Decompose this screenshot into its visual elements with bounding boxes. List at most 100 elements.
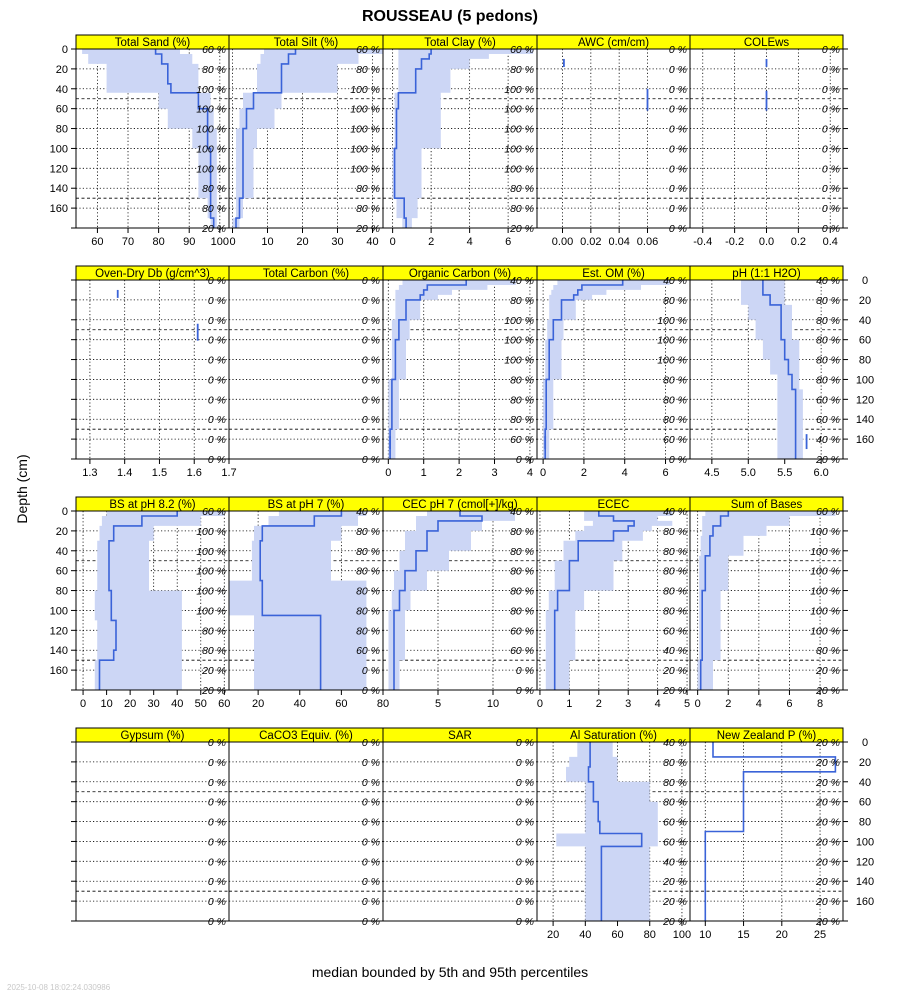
percent-label: 0 % xyxy=(669,454,687,466)
x-tick-label: 4.5 xyxy=(704,467,719,479)
percent-label: 40 % xyxy=(510,275,534,287)
percent-label: 60 % xyxy=(202,506,226,518)
percent-label: 100 % xyxy=(504,124,534,136)
x-tick-label: 0 xyxy=(385,467,391,479)
x-tick-label: 80 xyxy=(377,698,389,710)
median-line xyxy=(699,511,730,690)
percent-label: 100 % xyxy=(810,605,840,617)
percentile-band xyxy=(229,511,367,690)
percent-label: 0 % xyxy=(822,183,840,195)
median-line xyxy=(587,742,643,921)
x-tick-label: 4 xyxy=(467,236,473,248)
percent-label: 80 % xyxy=(356,586,380,598)
percent-label: 60 % xyxy=(202,44,226,56)
panel-grid: Total Sand (%)60 %80 %100 %100 %100 %100… xyxy=(50,34,874,941)
percent-label: 100 % xyxy=(196,124,226,136)
percent-label: 0 % xyxy=(208,454,226,466)
percent-label: 0 % xyxy=(516,685,534,697)
percent-label: 20 % xyxy=(815,896,840,908)
percent-label: 20 % xyxy=(662,896,687,908)
percent-label: 80 % xyxy=(510,566,534,578)
panel-title: Gypsum (%) xyxy=(121,730,185,742)
percent-label: 0 % xyxy=(208,374,226,386)
depth-tick-label: 0 xyxy=(862,275,868,287)
depth-tick-label: 20 xyxy=(56,64,68,76)
percent-label: 100 % xyxy=(657,315,687,327)
percent-label: 0 % xyxy=(208,797,226,809)
x-tick-label: 20 xyxy=(776,929,788,941)
depth-tick-label: 140 xyxy=(50,183,68,195)
x-tick-label: 10 xyxy=(100,698,112,710)
x-tick-label: 1.7 xyxy=(221,467,236,479)
x-tick-label: 60 xyxy=(335,698,347,710)
percent-label: 40 % xyxy=(816,434,840,446)
percent-label: 0 % xyxy=(208,394,226,406)
percent-label: 80 % xyxy=(663,374,687,386)
percent-label: 100 % xyxy=(196,586,226,598)
x-tick-label: 40 xyxy=(579,929,591,941)
percent-label: 60 % xyxy=(510,44,534,56)
percent-label: 40 % xyxy=(816,275,840,287)
percent-label: 0 % xyxy=(822,163,840,175)
percent-label: 0 % xyxy=(362,876,380,888)
median-line xyxy=(704,742,837,921)
percent-label: 100 % xyxy=(504,355,534,367)
percent-label: 0 % xyxy=(669,64,687,76)
percent-label: 60 % xyxy=(663,434,687,446)
percent-label: 80 % xyxy=(510,414,534,426)
depth-tick-label: 120 xyxy=(50,163,68,175)
percent-label: 80 % xyxy=(510,295,534,307)
x-tick-label: 1.4 xyxy=(117,467,132,479)
percent-label: 80 % xyxy=(663,757,687,769)
percent-label: 0 % xyxy=(362,434,380,446)
percent-label: 0 % xyxy=(362,394,380,406)
panel: SAR 0 % 0 % 0 % 0 % 0 % 0 % 0 % 0 % 0 % 0 % xyxy=(382,727,538,928)
depth-tick-label: 140 xyxy=(50,645,68,657)
panel-title: Total Clay (%) xyxy=(424,37,496,49)
percent-label: 80 % xyxy=(663,526,687,538)
percent-label: 0 % xyxy=(516,856,534,868)
percent-label: 0 % xyxy=(516,777,534,789)
percent-label: 20 % xyxy=(815,856,840,868)
panel-frame xyxy=(536,48,691,229)
percent-label: 0 % xyxy=(362,797,380,809)
percent-label: 0 % xyxy=(669,104,687,116)
percent-label: 40 % xyxy=(510,506,534,518)
percent-label: 0 % xyxy=(362,856,380,868)
depth-tick-label: 20 xyxy=(56,526,68,538)
percent-label: 0 % xyxy=(208,355,226,367)
percent-label: 0 % xyxy=(669,124,687,136)
panel: Total Silt (%)60 %80 %100 %100 %100 %100… xyxy=(228,34,384,248)
x-tick-label: 50 xyxy=(195,698,207,710)
percent-label: 20 % xyxy=(662,916,687,928)
x-tick-label: 20 xyxy=(547,929,559,941)
percent-label: 0 % xyxy=(516,797,534,809)
depth-tick-label: 140 xyxy=(856,414,874,426)
percent-label: 80 % xyxy=(663,566,687,578)
percent-label: 60 % xyxy=(816,506,840,518)
x-tick-label: 1.6 xyxy=(187,467,202,479)
panel-frame xyxy=(75,279,230,460)
percent-label: 60 % xyxy=(663,625,687,637)
depth-tick-label: 60 xyxy=(56,104,68,116)
x-tick-label: 10 xyxy=(699,929,711,941)
percent-label: 80 % xyxy=(510,203,534,215)
percent-label: 0 % xyxy=(516,454,534,466)
percent-label: 0 % xyxy=(516,836,534,848)
median-line xyxy=(553,511,635,690)
panel-frame xyxy=(228,279,384,460)
percent-label: 100 % xyxy=(504,315,534,327)
percent-label: 80 % xyxy=(663,295,687,307)
percentile-band xyxy=(543,280,670,459)
x-tick-label: 2 xyxy=(581,467,587,479)
percent-label: 80 % xyxy=(202,183,226,195)
percent-label: 0 % xyxy=(516,876,534,888)
percent-label: 20 % xyxy=(815,777,840,789)
panel-title: pH (1:1 H2O) xyxy=(732,268,801,280)
percent-label: 0 % xyxy=(208,836,226,848)
percent-label: 0 % xyxy=(516,665,534,677)
x-tick-label: 4 xyxy=(655,698,661,710)
panel: Gypsum (%) 0 % 0 % 0 % 0 % 0 % 0 % 0 % 0 % 0 % 0 % xyxy=(75,727,230,928)
depth-tick-label: 80 xyxy=(859,355,871,367)
x-tick-label: 15 xyxy=(737,929,749,941)
